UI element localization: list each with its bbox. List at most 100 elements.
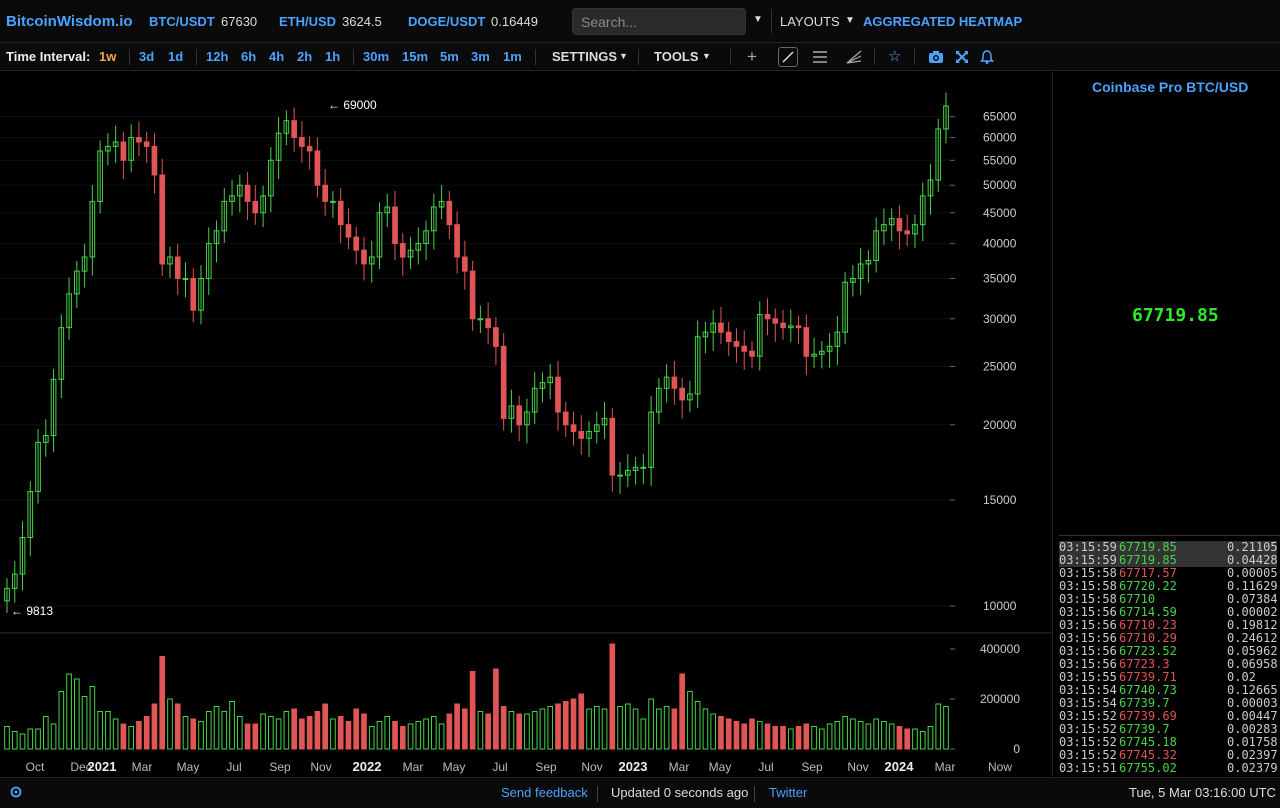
candle [376,202,383,270]
ticker-btc-usdt-price: 67630 [221,14,258,29]
candle [819,340,825,369]
settings-menu[interactable]: SETTINGS [552,49,618,64]
interval-1m[interactable]: 1m [503,49,522,64]
ticker-eth-usd-price: 3624.5 [342,14,382,29]
candle-body [27,490,34,538]
trade-amount: 0.00447 [1227,709,1277,723]
volume-bar [322,703,329,750]
volume-bar [873,718,879,750]
aggregated-heatmap-link[interactable]: AGGREGATED HEATMAP [863,14,1023,29]
trade-amount: 0.02 [1227,670,1256,684]
candle-body [935,128,942,181]
interval-12h[interactable]: 12h [206,49,229,64]
interval-6h[interactable]: 6h [241,49,257,64]
volume-bar [190,718,197,750]
fan-tool-icon[interactable] [845,48,863,71]
interval-1w[interactable]: 1w [99,49,117,64]
ticker-eth-usd-symbol[interactable]: ETH/USD [279,14,337,29]
candle [275,117,282,179]
trades-list[interactable]: 03:15:59 67719.85 0.21105 03:15:59 67719.85 0… [1059,541,1277,777]
settings-caret-icon[interactable]: ▼ [619,51,628,61]
star-icon[interactable]: ☆ [888,48,902,65]
volume-bar [182,716,189,750]
top-bar: BitcoinWisdom.io BTC/USDT 67630 ETH/USD … [0,0,1280,43]
candle [624,454,631,488]
trade-amount: 0.05962 [1227,644,1277,658]
volume-bar [850,718,856,750]
horizontal-lines-icon[interactable] [811,48,829,71]
layouts-caret-icon[interactable]: ▼ [845,15,855,26]
chart-area[interactable]: 65000 60000 55000 50000 45000 40000 35000 30000… [0,71,1052,777]
volume-bar [687,691,693,750]
interval-3d[interactable]: 3d [139,49,155,64]
interval-2h[interactable]: 2h [297,49,313,64]
twitter-link[interactable]: Twitter [769,785,808,800]
candle-body [493,327,499,347]
candle [345,208,352,250]
volume-bar [547,706,554,750]
candle-body [679,387,685,401]
volume-bar [159,656,166,750]
candle-body [236,184,243,197]
chart-toolbar: Time Interval: 1w 3d 1d 12h 6h 4h 2h 1h … [0,43,1280,71]
candle [361,236,367,281]
volume-bar [353,708,360,750]
divider [914,49,915,65]
time-tick-label: May [443,760,466,774]
trade-row: 03:15:56 67710.29 0.24612 [1059,632,1277,645]
volume-bar [128,726,134,750]
interval-5m[interactable]: 5m [440,49,459,64]
candle-body [857,263,864,279]
line-tool-icon[interactable] [778,47,798,67]
candle [601,402,608,440]
candle-body [865,259,872,265]
volume-bar [299,718,305,750]
trade-row: 03:15:56 67723.52 0.05962 [1059,645,1277,658]
fullscreen-icon[interactable] [954,49,970,70]
tools-menu[interactable]: TOOLS [654,49,699,64]
candle [803,314,810,375]
settings-gear-icon[interactable] [9,785,23,804]
candle [430,193,437,250]
camera-icon[interactable] [928,49,944,70]
candle [446,191,453,239]
volume-bar [694,701,701,750]
volume-bar [50,723,57,750]
volume-bar [493,668,499,750]
candle [236,174,243,213]
interval-3m[interactable]: 3m [471,49,490,64]
trade-time: 03:15:56 [1059,618,1117,632]
candle-body [97,150,103,202]
candle [640,454,647,484]
interval-4h[interactable]: 4h [269,49,285,64]
candle [493,317,499,366]
layouts-menu[interactable]: LAYOUTS [780,14,840,29]
plus-icon[interactable]: + [747,47,757,66]
exchange-title[interactable]: Coinbase Pro BTC/USD [1092,79,1249,95]
interval-1h[interactable]: 1h [325,49,341,64]
price-chart[interactable]: 65000 60000 55000 50000 45000 40000 35000 30000… [0,71,1052,777]
interval-15m[interactable]: 15m [402,49,429,64]
trade-amount: 0.04428 [1227,553,1277,567]
site-logo[interactable]: BitcoinWisdom.io [6,13,133,30]
trade-price: 67720.22 [1119,579,1177,593]
candle [710,309,717,351]
interval-30m[interactable]: 30m [363,49,390,64]
volume-bar [81,696,88,750]
candle [787,309,794,342]
bell-icon[interactable] [979,49,995,70]
candle [89,185,96,276]
candle [74,260,80,309]
trade-amount: 0.11629 [1227,579,1277,593]
ticker-btc-usdt-symbol[interactable]: BTC/USDT [149,14,215,29]
search-dropdown-caret-icon[interactable]: ▼ [753,14,763,25]
send-feedback-link[interactable]: Send feedback [501,785,588,800]
tools-caret-icon[interactable]: ▼ [702,51,711,61]
ticker-doge-usdt-symbol[interactable]: DOGE/USDT [408,14,486,29]
candle [609,408,616,492]
trade-time: 03:15:52 [1059,722,1117,736]
search-input[interactable] [572,8,746,35]
interval-1d[interactable]: 1d [168,49,184,64]
candle [570,411,577,446]
time-tick-label: Sep [269,760,291,774]
